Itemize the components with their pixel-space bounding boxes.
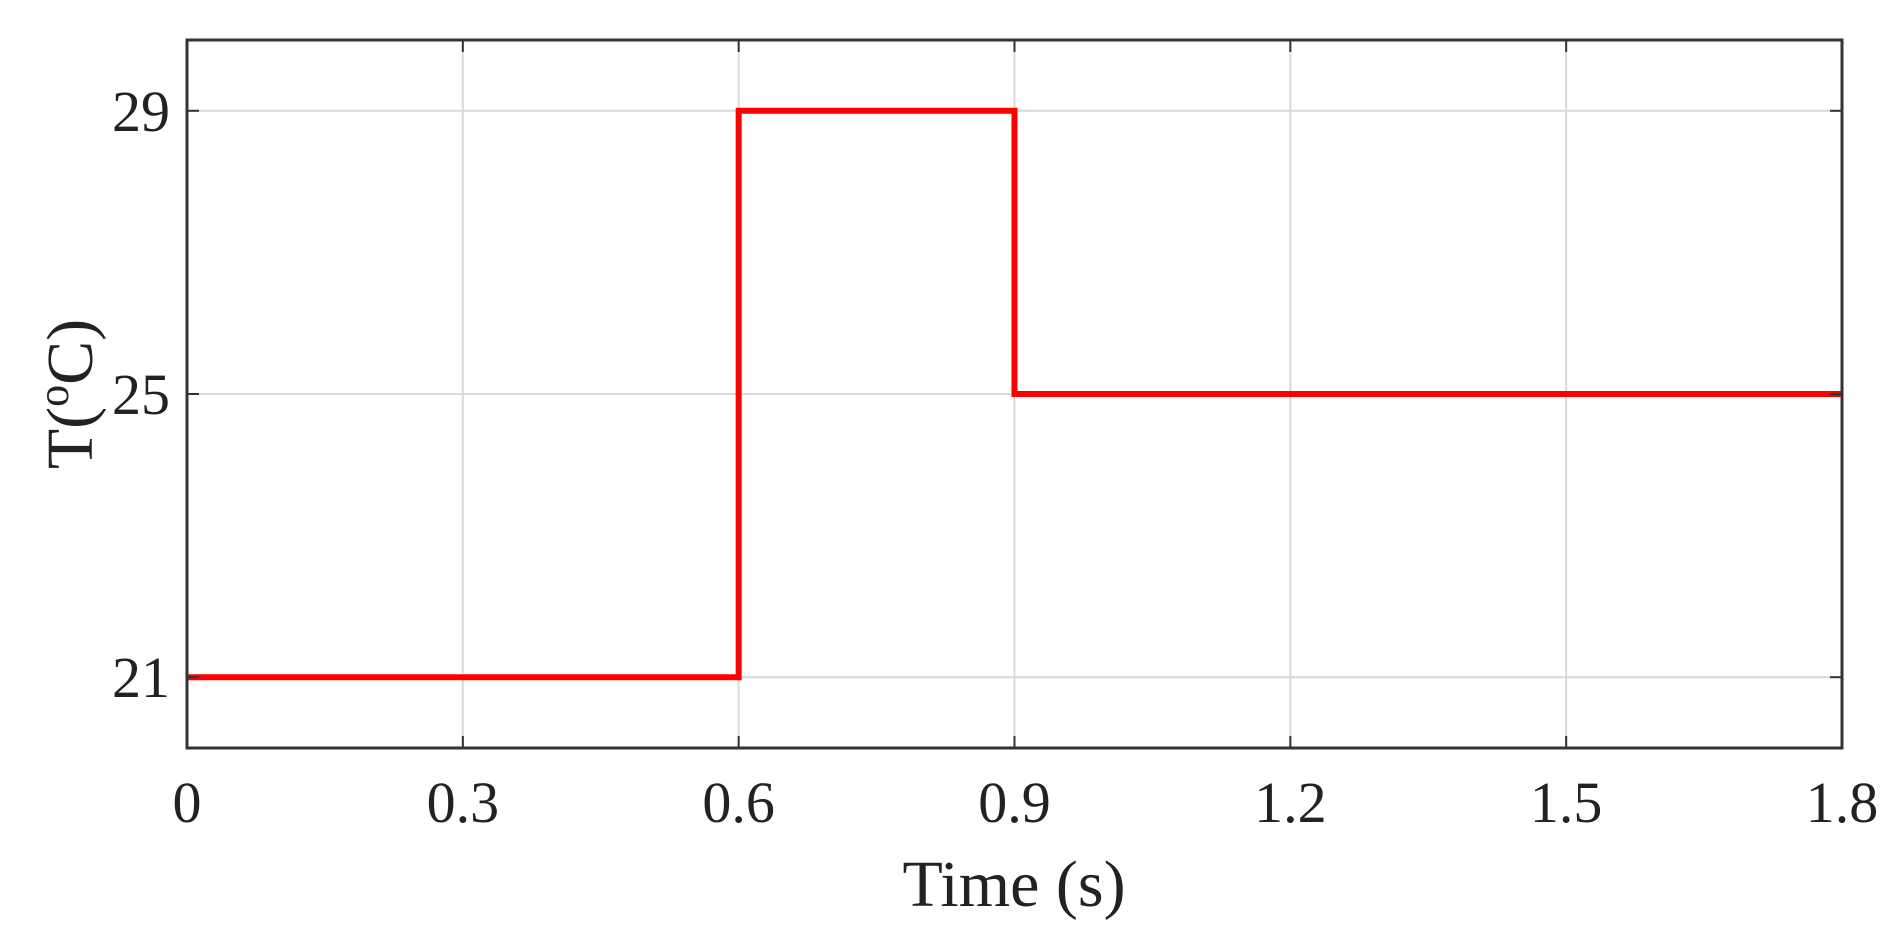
x-tick-labels: 0 0.3 0.6 0.9 1.2 1.5 1.8 — [173, 770, 1879, 835]
y-axis-title: T(oC) — [29, 319, 107, 469]
y-axis-title-degree: o — [29, 385, 78, 407]
y-axis-title-suffix: C) — [34, 319, 107, 385]
y-tick-labels: 21 25 29 — [112, 79, 170, 710]
series-layer — [187, 107, 1842, 681]
x-tick-label: 1.2 — [1254, 770, 1327, 835]
x-tick-label: 0.6 — [702, 770, 775, 835]
x-tick-label: 0 — [173, 770, 202, 835]
x-tick-label: 1.5 — [1530, 770, 1603, 835]
y-tick-label: 29 — [112, 79, 170, 144]
y-tick-label: 25 — [112, 362, 170, 427]
temperature-series-line — [187, 107, 1842, 681]
x-tick-label: 1.8 — [1806, 770, 1879, 835]
y-tick-label: 21 — [112, 645, 170, 710]
x-tick-label: 0.3 — [427, 770, 500, 835]
ticks — [186, 40, 1843, 748]
x-tick-label: 0.9 — [978, 770, 1051, 835]
y-axis-title-prefix: T( — [34, 407, 107, 469]
x-axis-title: Time (s) — [902, 848, 1125, 921]
